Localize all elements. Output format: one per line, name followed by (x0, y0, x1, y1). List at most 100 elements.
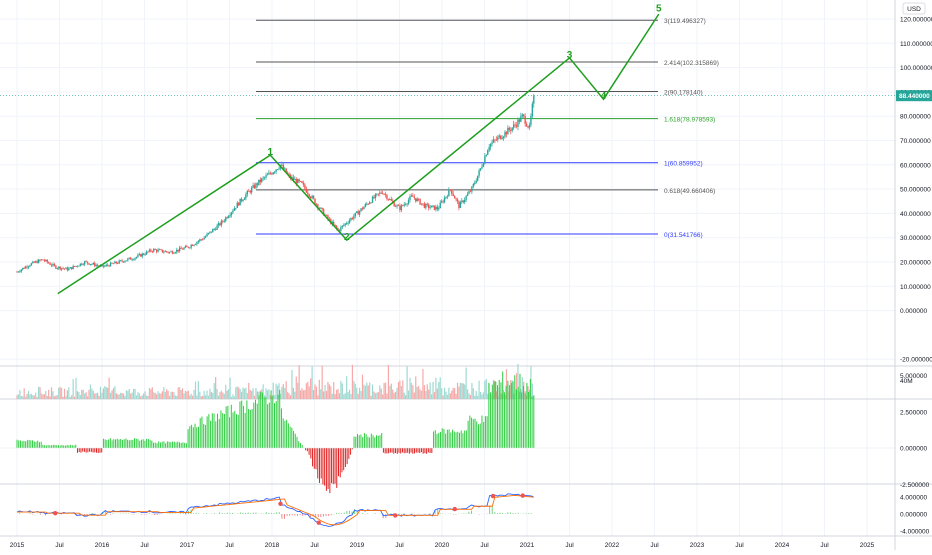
candle-body (257, 183, 258, 185)
candle-body (465, 196, 466, 200)
candle-body (84, 261, 85, 264)
volume-bar (310, 378, 311, 399)
volume-bar (35, 393, 36, 399)
volume-bar (61, 388, 62, 399)
histogram-bar (220, 410, 221, 448)
histogram-bar (518, 387, 519, 448)
candle-body (271, 174, 272, 175)
macd-hist-bar (196, 513, 197, 514)
histogram-bar (41, 442, 42, 448)
histogram-bar (459, 433, 460, 448)
volume-bar (339, 393, 340, 399)
histogram-bar (360, 435, 361, 448)
candle-body (297, 179, 298, 183)
candle-body (226, 217, 227, 218)
volume-bar (345, 393, 346, 399)
histogram-bar (397, 448, 398, 454)
candle-body (144, 254, 145, 255)
candle-body (530, 116, 531, 125)
histogram-bar (366, 434, 367, 448)
candle-body (91, 264, 92, 265)
histogram-bar (354, 437, 355, 448)
volume-bar (340, 381, 341, 399)
histogram-bar (383, 448, 384, 453)
histogram-bar (466, 430, 467, 448)
candle-body (232, 211, 233, 213)
histogram-bar (115, 439, 116, 448)
candle-body (486, 155, 487, 156)
histogram-bar (404, 448, 405, 453)
volume-bar (45, 391, 46, 399)
wave-label-4: 4 (601, 91, 607, 102)
histogram-bar (272, 395, 273, 448)
volume-bar (16, 395, 17, 399)
volume-bar (435, 378, 436, 399)
volume-bar (257, 392, 258, 399)
histogram-bar (44, 445, 45, 448)
histogram-bar (65, 446, 66, 448)
candle-body (156, 250, 157, 252)
volume-bar (466, 368, 467, 399)
histogram-bar (210, 421, 211, 448)
macd-hist-bar (113, 513, 114, 514)
candle-body (251, 188, 252, 193)
histogram-bar (108, 439, 109, 448)
candle-body (160, 249, 161, 250)
candle-body (497, 137, 498, 140)
volume-bar (478, 381, 479, 399)
volume-bar (368, 385, 369, 399)
histogram-bar (153, 443, 154, 448)
histogram-bar (20, 440, 21, 448)
macd-hist-bar (339, 513, 340, 514)
volume-bar (124, 396, 125, 399)
histogram-bar (419, 448, 420, 453)
histogram-bar (201, 417, 202, 448)
volume-bar (332, 394, 333, 399)
volume-bar (320, 389, 321, 399)
volume-bar (405, 395, 406, 399)
fib-level-label: 1.618(78.978593) (664, 117, 715, 124)
histogram-bar (509, 385, 510, 448)
candle-body (405, 204, 406, 205)
candle-body (370, 203, 371, 204)
volume-bar (458, 387, 459, 399)
volume-bar (106, 387, 107, 399)
candle-body (178, 250, 179, 251)
candle-body (146, 252, 147, 255)
volume-bar (155, 393, 156, 399)
volume-bar (304, 390, 305, 399)
volume-bar (425, 391, 426, 399)
histogram-bar (94, 448, 95, 452)
histogram-bar (443, 429, 444, 448)
candle-body (311, 196, 312, 198)
histogram-bar (260, 392, 261, 448)
candle-body (301, 181, 302, 183)
time-tick-label: Jul (225, 542, 234, 549)
candle-body (437, 207, 438, 209)
candle-body (404, 204, 405, 205)
volume-bar (48, 390, 49, 399)
histogram-bar (181, 443, 182, 448)
candle-body (520, 116, 521, 121)
histogram-bar (371, 434, 372, 448)
histogram-bar (421, 448, 422, 452)
volume-bar (395, 392, 396, 399)
candle-body (242, 200, 243, 201)
histogram-bar (80, 448, 81, 453)
volume-bar (182, 388, 183, 399)
macd-hist-bar (429, 513, 430, 514)
volume-bar (464, 385, 465, 399)
volume-bar (189, 395, 190, 399)
candle-body (507, 128, 508, 135)
volume-bar (444, 388, 445, 399)
macd-cross-marker (278, 502, 282, 506)
histogram-bar (61, 445, 62, 448)
histogram-bar (177, 442, 178, 448)
volume-bar (372, 385, 373, 399)
histogram-bar (378, 436, 379, 448)
volume-bar (81, 390, 82, 399)
volume-bar (159, 393, 160, 399)
histogram-bar (22, 441, 23, 448)
